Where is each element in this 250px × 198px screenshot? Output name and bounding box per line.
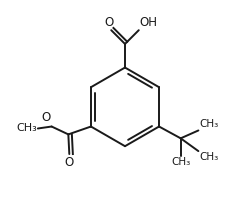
Text: O: O <box>42 111 51 124</box>
Text: CH₃: CH₃ <box>199 152 218 162</box>
Text: CH₃: CH₃ <box>199 119 218 129</box>
Text: CH₃: CH₃ <box>16 123 37 132</box>
Text: OH: OH <box>140 16 158 29</box>
Text: O: O <box>105 16 114 29</box>
Text: CH₃: CH₃ <box>171 157 190 167</box>
Text: O: O <box>65 156 74 169</box>
